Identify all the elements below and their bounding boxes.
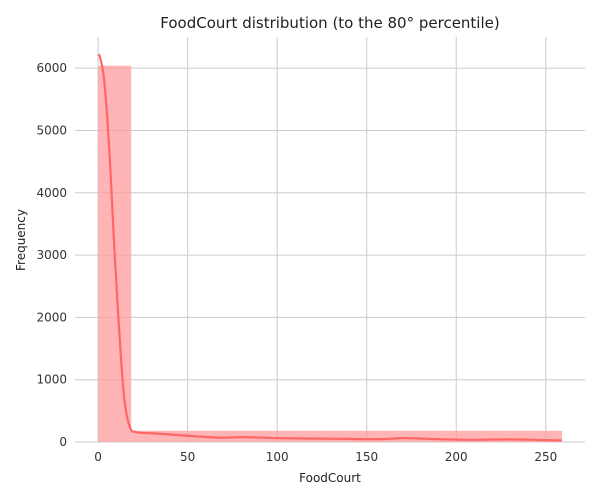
y-tick-label: 1000: [36, 373, 67, 387]
y-tick-label: 3000: [36, 248, 67, 262]
grid: [75, 37, 585, 443]
histogram-bar: [131, 430, 562, 442]
x-tick-label: 100: [266, 450, 289, 464]
y-tick-label: 6000: [36, 61, 67, 75]
kde-curve: [97, 53, 562, 442]
histogram-bars: [98, 65, 562, 443]
y-tick-label: 5000: [36, 123, 67, 137]
y-tick-label: 2000: [36, 310, 67, 324]
kde-line: [97, 53, 562, 442]
y-tick-labels: 0 1000 2000 3000 4000 5000 6000: [36, 61, 67, 449]
x-tick-labels: 0 50 100 150 200 250: [94, 450, 557, 464]
y-tick-label: 0: [59, 435, 67, 449]
y-tick-label: 4000: [36, 186, 67, 200]
x-tick-label: 150: [355, 450, 378, 464]
x-tick-label: 250: [534, 450, 557, 464]
y-axis-label: Frequency: [14, 209, 28, 271]
x-tick-label: 200: [445, 450, 468, 464]
x-tick-label: 50: [180, 450, 195, 464]
x-axis-label: FoodCourt: [299, 471, 361, 485]
chart-title: FoodCourt distribution (to the 80° perce…: [160, 14, 499, 32]
x-tick-label: 0: [94, 450, 102, 464]
